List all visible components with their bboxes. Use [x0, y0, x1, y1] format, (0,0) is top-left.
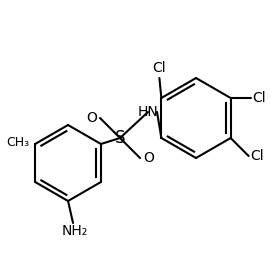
Text: Cl: Cl: [253, 91, 266, 105]
Text: NH₂: NH₂: [62, 224, 88, 238]
Text: O: O: [143, 151, 154, 165]
Text: HN: HN: [138, 105, 158, 119]
Text: CH₃: CH₃: [6, 137, 29, 150]
Text: S: S: [115, 129, 125, 147]
Text: O: O: [86, 111, 97, 125]
Text: Cl: Cl: [153, 61, 166, 75]
Text: Cl: Cl: [251, 149, 264, 163]
